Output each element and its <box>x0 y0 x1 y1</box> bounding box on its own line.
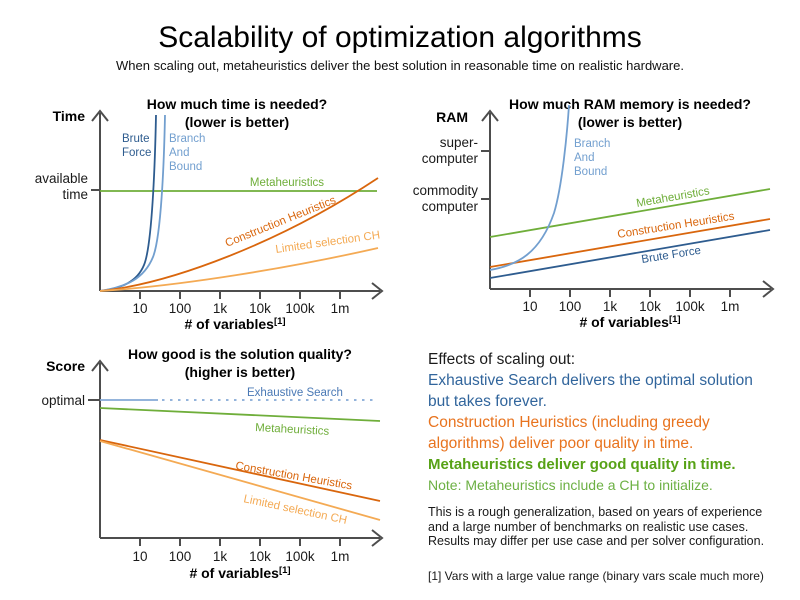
x-tick-10: 10 <box>132 549 147 564</box>
y-axis-arrow-icon <box>91 109 109 122</box>
panel-construction-heuristics-text-line2: algorithms) deliver poor quality in time… <box>428 435 694 452</box>
x-ticks <box>529 289 731 297</box>
y-axis-arrow-icon <box>481 109 499 122</box>
quality-chart-subtitle: (higher is better) <box>185 364 295 380</box>
panel-construction-heuristics-text-line1: Construction Heuristics (including greed… <box>428 414 710 431</box>
x-ticks <box>139 538 341 546</box>
panel-footnote: [1] Vars with a large value range (binar… <box>428 568 764 583</box>
panel-disclaimer-line3: Results may differ per use case and per … <box>428 534 765 548</box>
metaheuristics-line <box>489 188 771 238</box>
metaheuristics-label: Metaheuristics <box>255 422 330 438</box>
x-tick-1m: 1m <box>331 549 350 564</box>
time-chart: How much time is needed? (lower is bette… <box>35 96 384 332</box>
x-tick-10: 10 <box>522 299 537 314</box>
y-axis-label: RAM <box>436 109 468 125</box>
x-tick-100: 100 <box>169 549 192 564</box>
x-axis-label: # of variables[1] <box>184 316 285 332</box>
commodity-computer-label-line2: computer <box>422 199 479 214</box>
x-tick-1k: 1k <box>213 549 228 564</box>
page-title: Scalability of optimization algorithms <box>158 21 642 54</box>
y-axis-label: Score <box>46 358 85 374</box>
x-tick-100: 100 <box>559 299 582 314</box>
brute-force-line <box>489 229 771 279</box>
y-axis-label: Time <box>53 108 86 124</box>
branch-and-bound-label-line1: Branch <box>574 138 610 150</box>
branch-and-bound-label-line3: Bound <box>574 166 607 178</box>
effects-panel: Effects of scaling out: Exhaustive Searc… <box>428 349 794 583</box>
branch-and-bound-label-line2: And <box>169 147 189 159</box>
x-tick-100k: 100k <box>285 549 315 564</box>
x-tick-1k: 1k <box>213 301 228 316</box>
limited-selection-ch-label: Limited selection CH <box>275 229 381 256</box>
exhaustive-search-label: Exhaustive Search <box>247 387 343 399</box>
x-axis-label: # of variables[1] <box>579 314 680 330</box>
brute-force-label-line1: Brute <box>122 133 150 145</box>
y-tick-label-line1: available <box>35 171 88 186</box>
time-chart-subtitle: (lower is better) <box>185 114 289 130</box>
x-tick-10: 10 <box>132 301 147 316</box>
y-tick-label-line2: time <box>62 187 88 202</box>
x-tick-10k: 10k <box>249 301 271 316</box>
branch-and-bound-label-line1: Branch <box>169 133 205 145</box>
x-tick-100: 100 <box>169 301 192 316</box>
quality-chart: How good is the solution quality? (highe… <box>41 346 384 581</box>
x-tick-10k: 10k <box>249 549 271 564</box>
time-chart-title: How much time is needed? <box>147 96 327 112</box>
super-computer-label-line2: computer <box>422 151 479 166</box>
panel-metaheuristics-text: Metaheuristics deliver good quality in t… <box>428 456 736 473</box>
super-computer-label-line1: super- <box>440 135 478 150</box>
x-tick-1m: 1m <box>721 299 740 314</box>
panel-note-text: Note: Metaheuristics include a CH to ini… <box>428 477 713 493</box>
panel-exhaustive-search-text-line2: but takes forever. <box>428 393 547 410</box>
x-tick-100k: 100k <box>675 299 705 314</box>
construction-heuristics-label: Construction Heuristics <box>617 211 736 241</box>
branch-and-bound-curve <box>99 114 166 292</box>
limited-selection-ch-line <box>99 247 379 292</box>
panel-disclaimer-line2: and a large number of benchmarks on real… <box>428 519 749 534</box>
brute-force-label: Brute Force <box>641 245 702 266</box>
construction-heuristics-line <box>489 218 771 268</box>
x-tick-10k: 10k <box>639 299 661 314</box>
ram-chart: How much RAM memory is needed? (lower is… <box>413 96 775 330</box>
commodity-computer-label-line1: commodity <box>413 183 479 198</box>
construction-heuristics-curve <box>99 177 379 292</box>
x-ticks <box>139 291 341 299</box>
limited-selection-ch-label: Limited selection CH <box>242 493 348 527</box>
brute-force-label-line2: Force <box>122 147 151 159</box>
x-tick-100k: 100k <box>285 301 315 316</box>
x-axis-label: # of variables[1] <box>189 565 290 581</box>
construction-heuristics-line <box>99 439 381 502</box>
x-tick-1k: 1k <box>603 299 618 314</box>
y-tick-label: optimal <box>41 393 85 408</box>
panel-exhaustive-search-text-line1: Exhaustive Search delivers the optimal s… <box>428 372 753 389</box>
branch-and-bound-label-line2: And <box>574 152 594 164</box>
ram-chart-subtitle: (lower is better) <box>578 114 682 130</box>
x-tick-1m: 1m <box>331 301 350 316</box>
y-axis-arrow-icon <box>91 359 109 372</box>
x-axis-arrow-icon <box>371 529 384 547</box>
construction-heuristics-label: Construction Heuristics <box>234 460 353 492</box>
limited-selection-ch-line <box>99 440 381 521</box>
quality-chart-title: How good is the solution quality? <box>128 346 352 362</box>
branch-and-bound-curve <box>489 104 570 271</box>
branch-and-bound-label-line3: Bound <box>169 161 202 173</box>
page-subtitle: When scaling out, metaheuristics deliver… <box>116 58 684 73</box>
panel-disclaimer-line1: This is a rough generalization, based on… <box>428 505 763 519</box>
metaheuristics-label: Metaheuristics <box>250 177 324 189</box>
metaheuristics-line <box>99 407 381 422</box>
panel-heading: Effects of scaling out: <box>428 351 576 368</box>
x-axis-arrow-icon <box>762 280 775 298</box>
ram-chart-title: How much RAM memory is needed? <box>509 96 751 112</box>
x-axis-arrow-icon <box>371 282 384 300</box>
